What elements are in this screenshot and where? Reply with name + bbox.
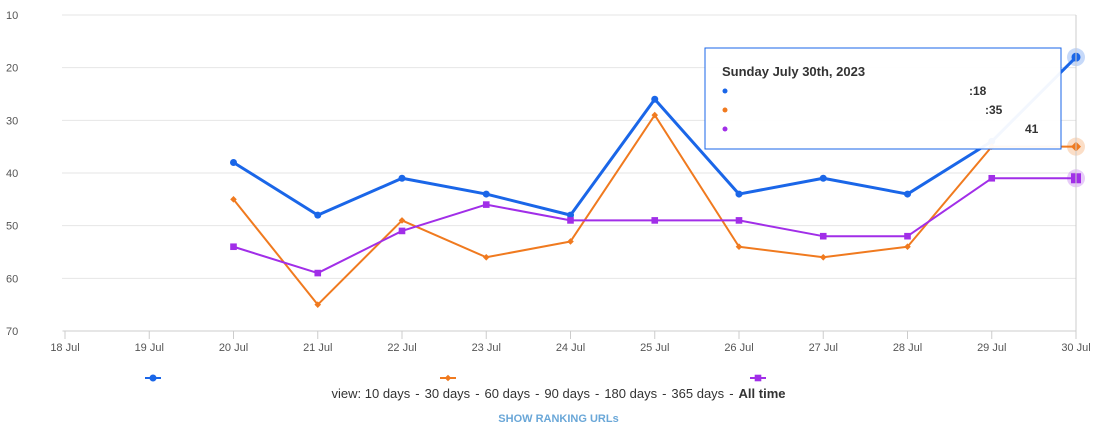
data-point bbox=[230, 158, 237, 166]
legend bbox=[145, 374, 766, 382]
y-tick-label: 70 bbox=[6, 326, 18, 338]
view-separator: - bbox=[662, 386, 667, 401]
series-3 bbox=[230, 169, 1085, 277]
data-point bbox=[314, 301, 322, 308]
tooltip-title: Sunday July 30th, 2023 bbox=[722, 64, 865, 79]
data-point bbox=[819, 174, 827, 182]
tooltip-rows: :18 :35 41 bbox=[722, 84, 1039, 136]
data-point bbox=[735, 190, 743, 198]
data-point bbox=[735, 243, 743, 251]
legend-marker bbox=[754, 374, 762, 382]
x-tick-label: 21 Jul bbox=[303, 342, 332, 354]
x-tick-label: 27 Jul bbox=[809, 342, 838, 354]
data-point bbox=[651, 217, 659, 224]
data-point bbox=[735, 217, 743, 224]
x-tick-label: 22 Jul bbox=[387, 342, 416, 354]
data-point bbox=[482, 253, 490, 261]
x-tick-label: 20 Jul bbox=[219, 342, 248, 354]
view-option[interactable]: 180 days bbox=[604, 386, 658, 401]
x-tick-label: 25 Jul bbox=[640, 342, 669, 354]
tooltip-box bbox=[704, 47, 1062, 150]
data-point bbox=[314, 269, 322, 277]
legend-marker bbox=[149, 374, 157, 382]
data-point bbox=[398, 217, 406, 224]
data-point bbox=[988, 174, 996, 182]
tooltip-value: 41 bbox=[1025, 122, 1039, 136]
view-option[interactable]: 90 days bbox=[544, 386, 590, 401]
y-tick-label: 20 bbox=[6, 63, 18, 75]
tooltip: Sunday July 30th, 2023 :18 :35 41 bbox=[704, 47, 1062, 150]
view-separator: - bbox=[475, 386, 480, 401]
data-point bbox=[819, 253, 827, 261]
view-options: 10 days -30 days -60 days -90 days -180 days… bbox=[365, 386, 786, 401]
data-point bbox=[651, 95, 659, 103]
y-tick-label: 50 bbox=[6, 221, 18, 233]
view-label: view: bbox=[331, 386, 362, 401]
view-option[interactable]: All time bbox=[738, 386, 786, 401]
y-tick-label: 60 bbox=[6, 273, 18, 285]
tooltip-bullet bbox=[722, 107, 728, 113]
y-tick-label: 10 bbox=[6, 10, 18, 22]
tooltip-bullet bbox=[722, 126, 728, 132]
tooltip-bullet bbox=[722, 88, 728, 94]
tooltip-value: :18 bbox=[969, 84, 987, 98]
view-separator: - bbox=[415, 386, 420, 401]
x-tick-label: 24 Jul bbox=[556, 342, 585, 354]
x-tick-label: 23 Jul bbox=[472, 342, 501, 354]
view-option[interactable]: 30 days bbox=[424, 386, 471, 401]
data-point bbox=[567, 238, 574, 245]
y-tick-label: 40 bbox=[6, 168, 18, 180]
data-point bbox=[904, 190, 911, 198]
y-tick-label: 30 bbox=[6, 115, 18, 127]
view-option[interactable]: 10 days bbox=[364, 386, 411, 401]
view-option[interactable]: 365 days bbox=[671, 386, 725, 401]
data-point bbox=[230, 243, 237, 251]
data-point bbox=[567, 217, 574, 224]
x-tick-label: 26 Jul bbox=[724, 342, 753, 354]
view-range-selector: view: 10 days -30 days -60 days -90 days -18… bbox=[0, 386, 1117, 401]
show-ranking-urls-link[interactable]: SHOW RANKING URLs bbox=[498, 413, 619, 425]
view-separator: - bbox=[594, 386, 600, 401]
data-point bbox=[904, 232, 911, 240]
x-tick-label: 18 Jul bbox=[50, 342, 79, 354]
x-tick-label: 29 Jul bbox=[977, 342, 1006, 354]
x-axis-ticks: 18 Jul 19 Jul 20 Jul 21 Jul 22 Jul 23 Jul 24 J… bbox=[50, 330, 1091, 354]
data-point bbox=[482, 201, 490, 208]
y-axis-ticks: 10 20 30 40 50 60 70 bbox=[6, 10, 18, 338]
data-point bbox=[482, 190, 490, 198]
view-separator: - bbox=[729, 386, 734, 401]
data-point bbox=[314, 211, 322, 219]
data-point bbox=[567, 211, 574, 219]
data-point bbox=[651, 111, 659, 119]
data-point bbox=[398, 174, 406, 182]
data-point bbox=[904, 243, 911, 251]
x-tick-label: 30 Jul bbox=[1061, 342, 1090, 354]
data-point bbox=[819, 232, 827, 240]
tooltip-value: :35 bbox=[985, 103, 1003, 117]
x-tick-label: 19 Jul bbox=[135, 342, 164, 354]
legend-marker bbox=[444, 374, 452, 382]
x-tick-label: 28 Jul bbox=[893, 342, 922, 354]
view-option[interactable]: 60 days bbox=[484, 386, 531, 401]
data-point bbox=[230, 196, 237, 203]
view-separator: - bbox=[535, 386, 540, 401]
data-point bbox=[398, 227, 406, 235]
